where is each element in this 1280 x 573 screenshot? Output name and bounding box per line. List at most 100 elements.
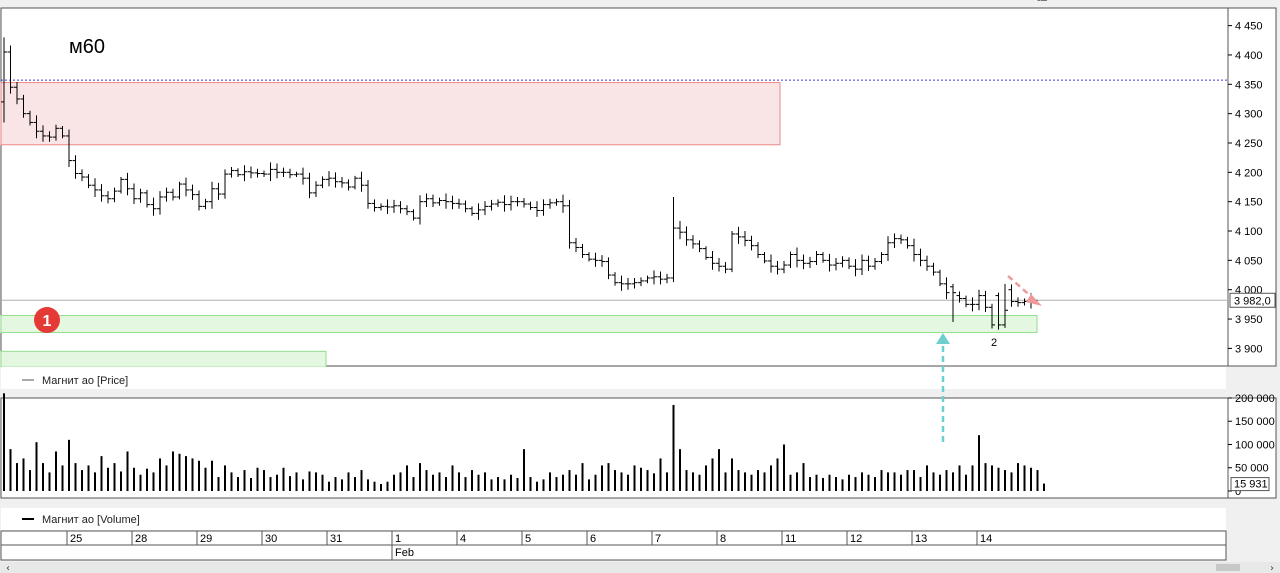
ohlc-bar: [982, 290, 989, 313]
zone-marker-label: 1: [43, 313, 52, 330]
ohlc-bar: [14, 81, 20, 105]
zones-layer: [0, 82, 1038, 368]
time-tick-label: 8: [720, 533, 726, 545]
ohlc-bar: [547, 198, 553, 209]
ohlc-bar: [53, 124, 59, 141]
ohlc-bar: [644, 275, 651, 284]
ohlc-bar: [170, 188, 176, 201]
ohlc-bar: [144, 189, 150, 208]
ohlc-bar: [137, 188, 144, 203]
ohlc-bar: [391, 199, 397, 213]
ohlc-bar: [319, 176, 326, 189]
time-tick-label: 5: [525, 533, 531, 545]
ohlc-bar: [800, 254, 807, 270]
ohlc-bar: [911, 238, 917, 262]
ohlc-bar: [807, 256, 813, 268]
ohlc-bar: [1008, 284, 1015, 307]
price-bars-layer: [1, 0, 1047, 330]
ohlc-bar: [586, 252, 592, 262]
price-tick-label: 4 300: [1235, 109, 1263, 121]
ohlc-bar: [592, 252, 599, 267]
ohlc-bar: [287, 168, 293, 179]
ohlc-bar: [833, 258, 839, 271]
volume-legend-label: Магнит ао [Volume]: [42, 514, 140, 526]
last-volume-label: 15 931: [1234, 479, 1268, 491]
ohlc-bar: [443, 193, 449, 209]
price-tick-label: 4 350: [1235, 79, 1263, 91]
price-tick-label: 4 250: [1235, 138, 1263, 150]
ohlc-bar: [92, 178, 98, 197]
ohlc-bar: [27, 110, 33, 126]
ohlc-bar: [748, 235, 755, 251]
ohlc-bar: [332, 172, 339, 188]
ohlc-bar: [280, 167, 287, 178]
ohlc-bar: [462, 200, 469, 213]
ohlc-bar: [306, 172, 313, 199]
horizontal-scrollbar[interactable]: [0, 562, 1280, 573]
scroll-right-icon[interactable]: ›: [1270, 563, 1274, 573]
ohlc-bar: [709, 250, 716, 270]
scrollbar-thumb[interactable]: [1216, 564, 1240, 571]
ohlc-bar: [787, 251, 794, 268]
ohlc-bar: [657, 271, 664, 285]
ohlc-bar: [950, 283, 956, 322]
ohlc-bar: [501, 195, 508, 212]
ohlc-bar: [716, 258, 722, 272]
ohlc-bar: [293, 171, 300, 178]
ohlc-bar: [365, 179, 371, 209]
ohlc-bar: [937, 269, 943, 287]
ohlc-bar: [59, 125, 66, 139]
ohlc-bar: [599, 255, 605, 267]
price-legend-label: Магнит ао [Price]: [42, 375, 128, 387]
volume-tick-label: 100 000: [1235, 439, 1275, 451]
ohlc-bar: [326, 171, 332, 187]
ohlc-bar: [527, 201, 534, 210]
ohlc-bar: [521, 198, 527, 208]
ohlc-bar: [683, 226, 690, 246]
ohlc-bar: [852, 259, 859, 277]
ohlc-bar: [722, 262, 729, 274]
ohlc-bar: [339, 177, 345, 188]
ohlc-bar: [124, 172, 131, 196]
ohlc-bar: [670, 196, 677, 283]
ohlc-bar: [209, 181, 215, 209]
ohlc-bar: [579, 243, 586, 259]
ohlc-bar: [826, 253, 833, 272]
ohlc-bar: [222, 169, 228, 199]
volume-legend-strip: [1, 508, 1226, 530]
ohlc-bar: [469, 206, 475, 216]
time-tick-label: 14: [980, 533, 992, 545]
ohlc-bar: [943, 277, 950, 300]
ohlc-bar: [540, 199, 547, 216]
ohlc-bar: [189, 184, 196, 200]
ohlc-bar: [534, 201, 540, 217]
scroll-left-icon[interactable]: ‹: [6, 563, 10, 573]
ohlc-bar: [79, 169, 85, 182]
time-tick-label: 29: [200, 533, 212, 545]
ohlc-bar: [813, 250, 820, 266]
time-tick-label: 7: [655, 533, 661, 545]
ohlc-bar: [118, 177, 124, 194]
ohlc-bar: [183, 177, 189, 197]
ohlc-bar: [904, 236, 911, 249]
ohlc-bar: [449, 195, 456, 210]
ohlc-bar: [235, 168, 241, 178]
ohlc-bar: [930, 262, 937, 276]
ohlc-bar: [976, 289, 982, 311]
ohlc-bar: [495, 199, 501, 207]
ohlc-bar: [631, 277, 638, 289]
ohlc-bar: [456, 198, 462, 209]
ohlc-bar: [761, 252, 768, 264]
ohlc-bar: [612, 272, 618, 286]
price-panel[interactable]: [0, 7, 1229, 367]
ohlc-bar: [872, 258, 878, 270]
ohlc-bar: [963, 295, 969, 308]
ohlc-bar: [274, 163, 280, 179]
ohlc-bar: [345, 179, 352, 191]
ohlc-bar: [176, 181, 183, 200]
price-tick-label: 4 050: [1235, 255, 1263, 267]
ohlc-bar: [1015, 297, 1021, 307]
price-tick-label: 4 100: [1235, 226, 1263, 238]
ohlc-bar: [638, 277, 644, 287]
